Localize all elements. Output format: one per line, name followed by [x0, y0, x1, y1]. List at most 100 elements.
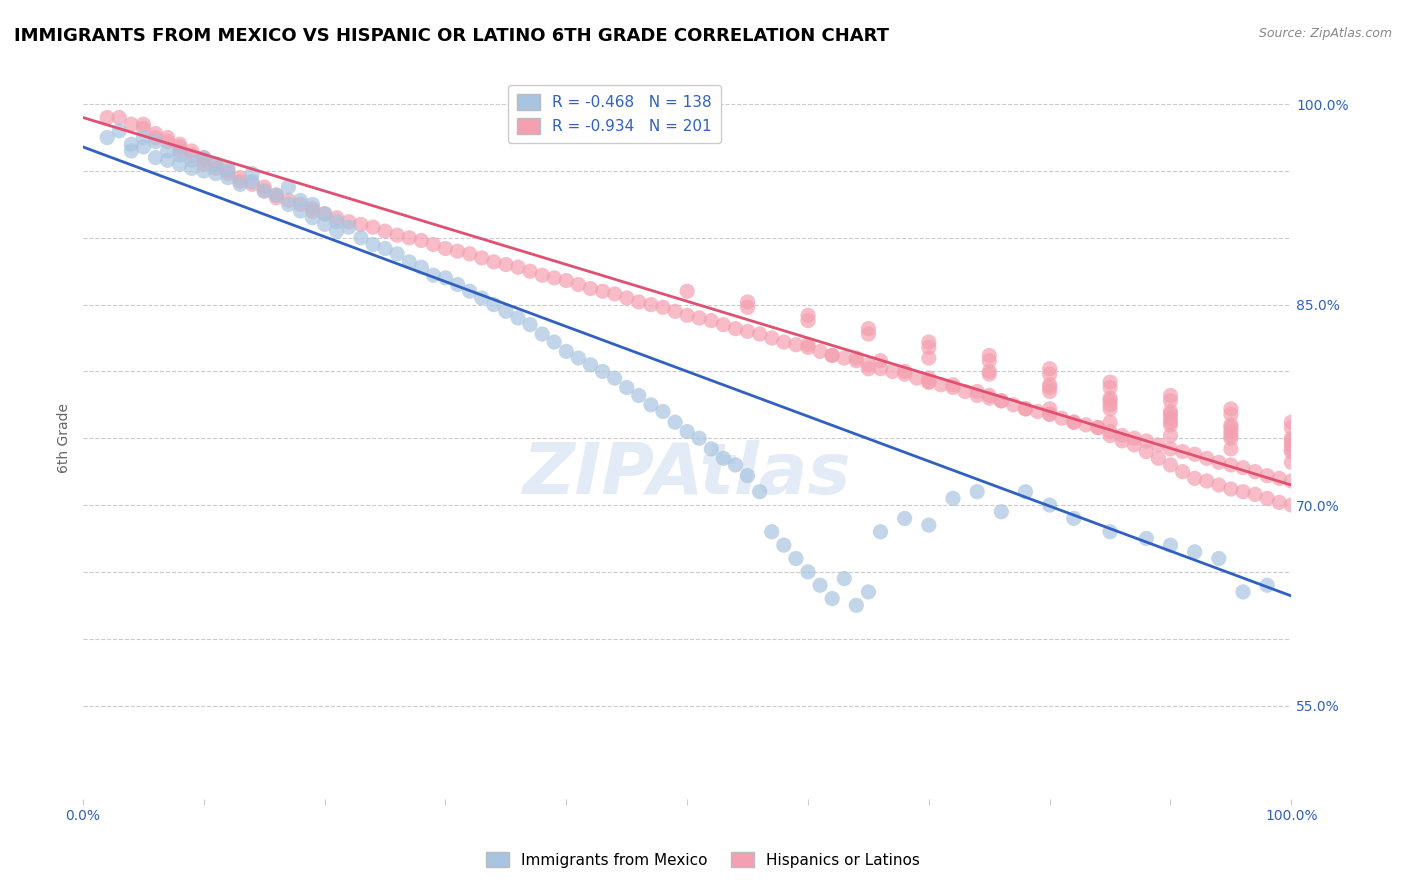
Point [266, 191, 288, 205]
Point [1256, 491, 1278, 506]
Point [1063, 415, 1085, 429]
Point [361, 237, 384, 252]
Point [169, 148, 191, 162]
Point [1039, 367, 1062, 381]
Point [1160, 407, 1182, 421]
Point [1099, 401, 1122, 416]
Point [700, 442, 723, 456]
Point [979, 388, 1001, 402]
Point [1268, 495, 1291, 509]
Point [579, 282, 602, 296]
Point [145, 127, 167, 141]
Point [1256, 468, 1278, 483]
Point [301, 204, 323, 219]
Point [229, 175, 252, 189]
Point [979, 367, 1001, 381]
Point [108, 111, 131, 125]
Point [1279, 438, 1302, 452]
Point [1039, 380, 1062, 394]
Point [966, 484, 988, 499]
Point [1123, 431, 1146, 445]
Point [640, 297, 662, 311]
Point [1219, 442, 1241, 456]
Point [422, 237, 444, 252]
Point [1160, 458, 1182, 472]
Point [1039, 384, 1062, 399]
Point [266, 188, 288, 202]
Point [458, 247, 481, 261]
Point [240, 178, 263, 192]
Point [676, 425, 699, 439]
Point [193, 164, 215, 178]
Point [821, 348, 844, 362]
Point [797, 340, 820, 354]
Point [858, 321, 880, 335]
Point [120, 144, 142, 158]
Point [724, 321, 747, 335]
Point [832, 351, 855, 365]
Point [1279, 442, 1302, 456]
Point [314, 207, 336, 221]
Point [132, 130, 155, 145]
Point [1195, 474, 1218, 488]
Point [531, 326, 554, 341]
Point [519, 318, 541, 332]
Point [1219, 401, 1241, 416]
Point [471, 291, 494, 305]
Legend: Immigrants from Mexico, Hispanics or Latinos: Immigrants from Mexico, Hispanics or Lat… [478, 844, 928, 875]
Point [1002, 398, 1025, 412]
Point [737, 468, 759, 483]
Point [821, 348, 844, 362]
Point [979, 391, 1001, 405]
Point [217, 170, 239, 185]
Point [808, 344, 831, 359]
Point [205, 157, 228, 171]
Point [652, 404, 675, 418]
Point [240, 175, 263, 189]
Point [1123, 438, 1146, 452]
Point [737, 324, 759, 338]
Point [495, 304, 517, 318]
Point [180, 161, 202, 176]
Point [1063, 511, 1085, 525]
Point [1147, 438, 1170, 452]
Point [1063, 415, 1085, 429]
Point [1014, 484, 1036, 499]
Point [1184, 447, 1206, 461]
Point [495, 258, 517, 272]
Point [942, 380, 965, 394]
Point [1219, 482, 1241, 496]
Point [1219, 431, 1241, 445]
Point [858, 326, 880, 341]
Point [797, 308, 820, 322]
Point [1039, 361, 1062, 376]
Point [1171, 465, 1194, 479]
Point [616, 380, 638, 394]
Point [156, 130, 179, 145]
Point [1099, 380, 1122, 394]
Point [592, 364, 614, 378]
Point [966, 384, 988, 399]
Point [1135, 434, 1157, 448]
Point [205, 167, 228, 181]
Point [688, 310, 710, 325]
Point [761, 331, 783, 345]
Point [301, 211, 323, 225]
Point [145, 135, 167, 149]
Point [1279, 415, 1302, 429]
Point [1135, 444, 1157, 458]
Point [350, 231, 373, 245]
Point [942, 377, 965, 392]
Point [785, 551, 807, 566]
Point [543, 271, 565, 285]
Point [676, 285, 699, 299]
Point [567, 277, 589, 292]
Point [1219, 428, 1241, 442]
Point [1099, 391, 1122, 405]
Point [1087, 420, 1109, 434]
Point [979, 348, 1001, 362]
Point [918, 375, 941, 389]
Point [1014, 401, 1036, 416]
Point [217, 164, 239, 178]
Point [314, 218, 336, 232]
